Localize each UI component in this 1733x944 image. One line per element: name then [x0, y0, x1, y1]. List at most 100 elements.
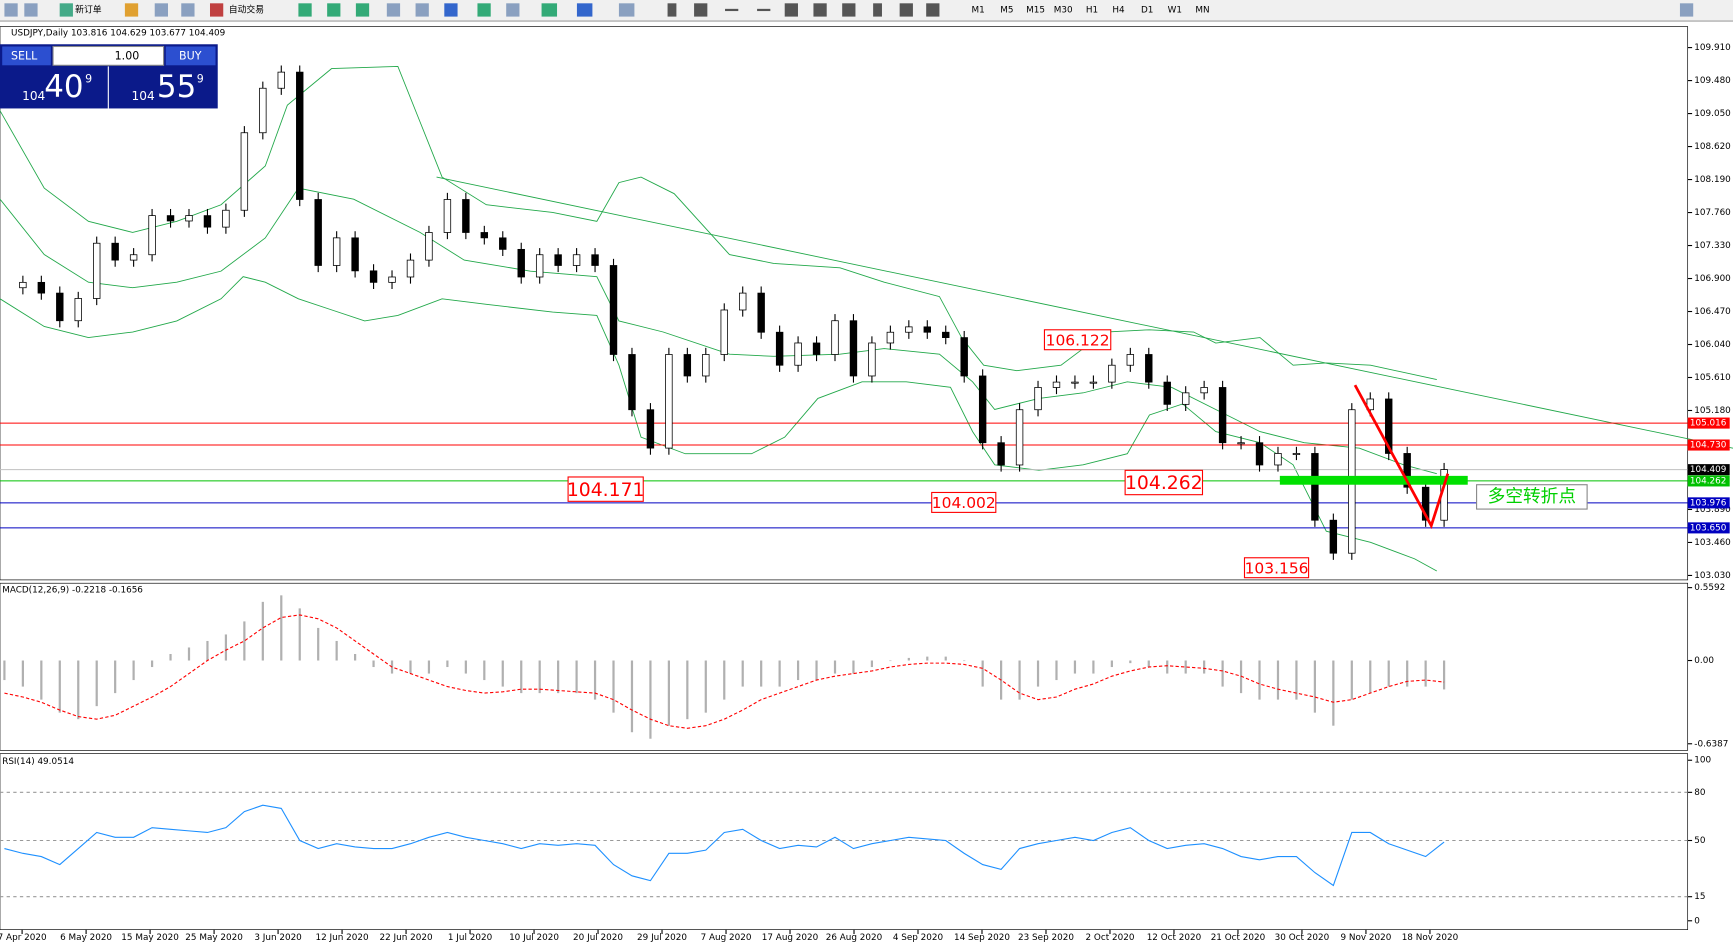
candle-body: [203, 215, 212, 228]
y-tick-label: 106.040: [1694, 340, 1731, 350]
bollinger-bands: [0, 65, 1733, 572]
macd-bar: [575, 660, 578, 694]
candle-body: [942, 331, 950, 338]
lot-input[interactable]: [52, 45, 165, 66]
candle-body: [1200, 387, 1208, 394]
macd-bar: [723, 660, 726, 700]
candle-body: [351, 237, 359, 272]
toolbar: [0, 0, 1733, 22]
timeframe-button[interactable]: M30: [1054, 5, 1073, 15]
level-tag: [1687, 497, 1730, 509]
y-tick-label: 0.00: [1694, 656, 1714, 666]
candle-body: [1329, 519, 1338, 554]
x-tick-label: 10 Jul 2020: [509, 933, 559, 943]
price-annotation-box: [1043, 329, 1112, 351]
macd-bar: [1424, 660, 1427, 687]
x-tick-label: 4 Sep 2020: [893, 933, 944, 943]
level-label: 105.016: [1690, 419, 1727, 429]
auto-trade-button[interactable]: 自动交易: [229, 3, 264, 15]
candle-body: [19, 281, 27, 289]
macd-bar: [593, 660, 597, 700]
macd-bar: [1276, 660, 1280, 700]
y-tick-label: 103.030: [1694, 571, 1731, 581]
x-tick-label: 2 Oct 2020: [1086, 933, 1135, 943]
x-tick-label: 6 May 2020: [60, 933, 112, 943]
timeframe-button[interactable]: H1: [1086, 5, 1098, 15]
macd-bar: [40, 660, 43, 700]
candle-body: [739, 292, 747, 311]
timeframe-button[interactable]: M15: [1026, 5, 1045, 15]
new-order-button[interactable]: 新订单: [75, 3, 102, 15]
sell-button[interactable]: [2, 46, 51, 66]
candle-body: [406, 259, 415, 278]
candle-body: [1255, 442, 1264, 466]
toolbar-icons: [4, 3, 1694, 17]
x-tick-label: 18 Nov 2020: [1402, 933, 1459, 943]
candle-body: [1089, 381, 1098, 384]
candle-body: [296, 71, 304, 200]
candle-body: [443, 199, 452, 233]
candle-body: [1292, 453, 1301, 455]
timeframe-button[interactable]: H4: [1112, 5, 1125, 15]
macd-bar: [280, 595, 283, 661]
timeframe-button[interactable]: W1: [1168, 5, 1182, 15]
x-tick-label: 7 Apr 2020: [0, 933, 47, 943]
candle-body: [1126, 354, 1135, 366]
buy-label[interactable]: BUY: [179, 49, 202, 62]
buy-button[interactable]: [165, 46, 216, 66]
macd-bar: [686, 660, 689, 720]
macd-bar: [1350, 660, 1353, 700]
macd-bar: [261, 601, 264, 661]
candle-body: [960, 337, 968, 377]
candle-body: [37, 281, 46, 294]
candle-body: [1145, 354, 1153, 383]
timeframe-button[interactable]: M1: [972, 5, 985, 15]
sell-label[interactable]: SELL: [11, 49, 38, 62]
y-tick-label: 106.470: [1694, 307, 1731, 317]
candle-body: [259, 87, 267, 134]
macd-bar: [870, 660, 874, 668]
candle-body: [1015, 409, 1024, 466]
macd-bar: [1295, 660, 1298, 700]
candle-body: [794, 342, 802, 366]
y-tick-label: 109.050: [1694, 109, 1731, 119]
timeframe-button[interactable]: M5: [1000, 5, 1013, 15]
macd-bar: [354, 654, 357, 661]
candle-body: [166, 215, 175, 222]
x-tick-label: 14 Sep 2020: [954, 933, 1010, 943]
level-tag: [1687, 475, 1730, 487]
candle-body: [1311, 453, 1319, 521]
macd-bar: [852, 660, 855, 674]
macd-bar: [1129, 660, 1132, 664]
annotations: 106.122 104.171 104.002 104.262 103.156 多空转折点: [567, 329, 1588, 579]
price-annotation: 104.002: [932, 494, 996, 512]
timeframe-button[interactable]: MN: [1195, 5, 1209, 15]
macd-bar: [1036, 660, 1040, 687]
macd-bar: [1406, 660, 1409, 687]
timeframe-button[interactable]: D1: [1141, 5, 1153, 15]
y-tick-label: 0: [1694, 916, 1700, 926]
level-label: 104.409: [1690, 465, 1726, 475]
candles: [19, 65, 1448, 560]
lot-value[interactable]: 1.00: [115, 49, 140, 62]
candle-body: [1237, 442, 1245, 445]
y-tick-label: 106.900: [1694, 274, 1731, 284]
x-axis: 7 Apr 2020 6 May 2020 15 May 2020 25 May 20…: [0, 929, 1459, 943]
candle-body: [517, 248, 525, 278]
macd-bar: [335, 640, 338, 661]
candle-body: [554, 254, 562, 266]
candle-body: [628, 354, 636, 411]
macd-bar: [427, 660, 431, 674]
candle-body: [997, 442, 1005, 466]
buy-price-sup: 9: [197, 73, 204, 86]
macd-bar: [557, 660, 560, 694]
macd-bar: [77, 660, 80, 720]
macd-bar: [667, 660, 670, 726]
y-tick-label: 103.890: [1694, 505, 1731, 515]
candle-body: [812, 342, 821, 355]
candle-body: [332, 237, 341, 266]
x-tick-label: 20 Jul 2020: [573, 933, 623, 943]
candle-body: [111, 242, 119, 261]
candle-body: [849, 320, 858, 377]
macd-bar: [1055, 660, 1058, 681]
